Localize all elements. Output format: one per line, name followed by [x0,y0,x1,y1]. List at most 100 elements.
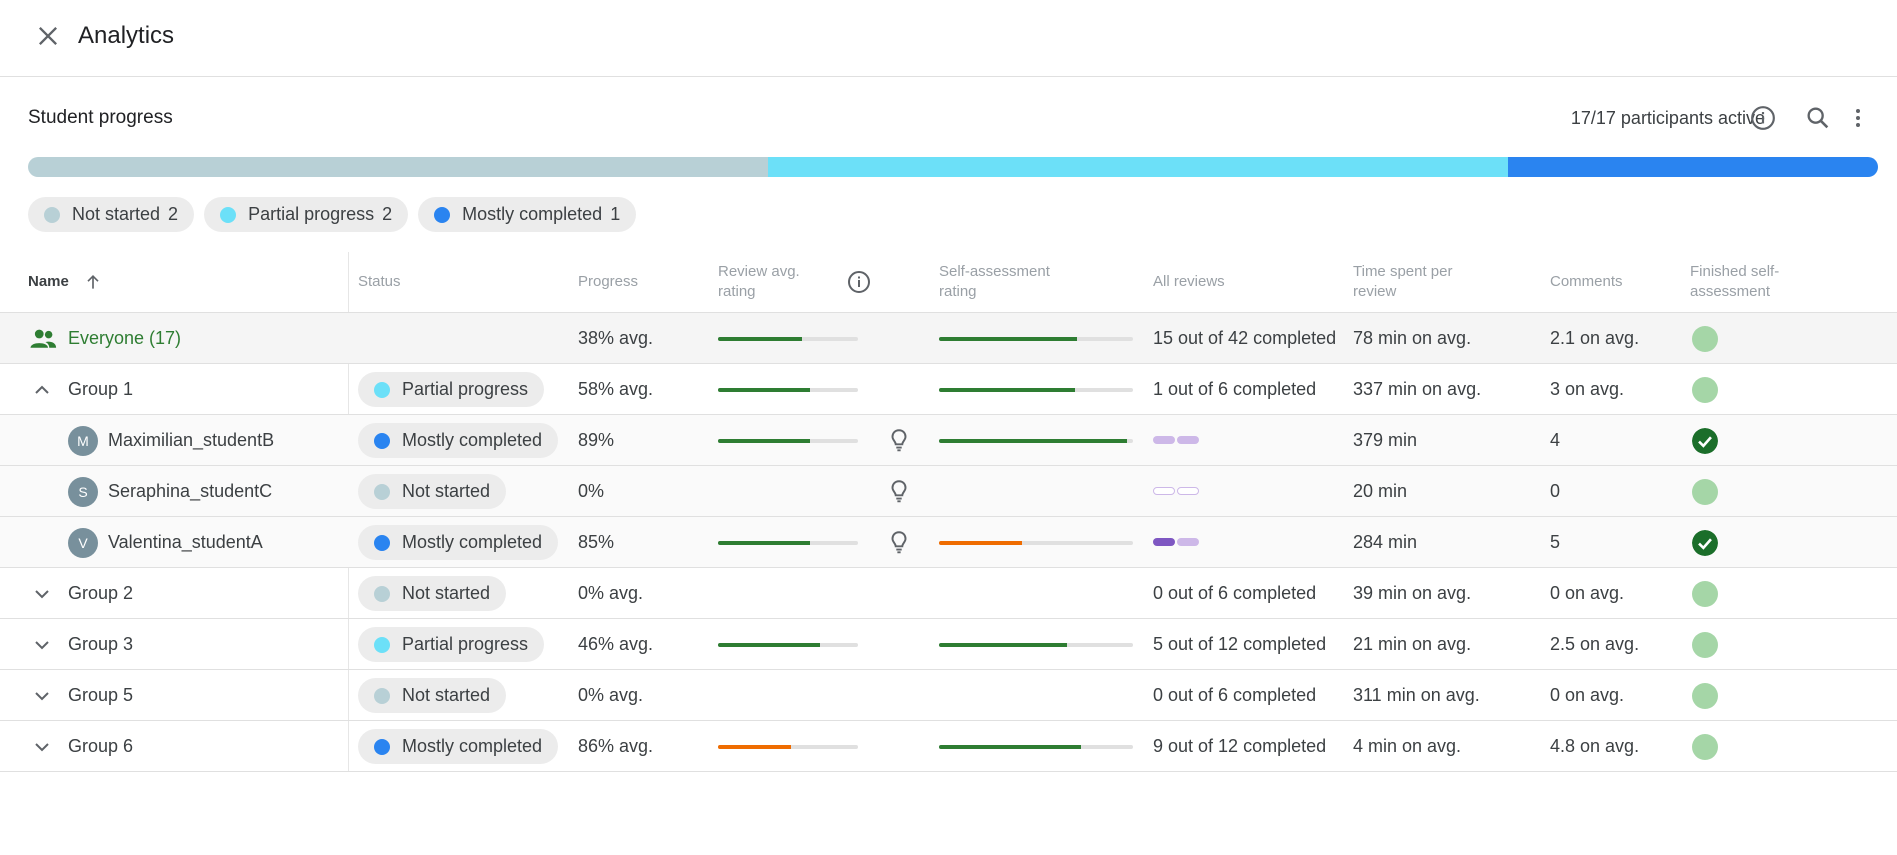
column-header-name-label: Name [28,273,69,290]
review-rating-fill [718,643,821,647]
status-badge: Partial progress [358,627,545,662]
self-assessment-bar [939,745,1133,749]
status-badge: Not started [358,576,507,611]
all-reviews-value: 0 out of 6 completed [1153,685,1317,705]
column-header-progress[interactable]: Progress [578,273,639,290]
status-label: Mostly completed [402,532,543,552]
more-vert-icon[interactable] [1846,104,1870,132]
all-reviews-value: 5 out of 12 completed [1153,634,1327,654]
lightbulb-icon[interactable] [886,427,912,453]
progress-value: 85% [578,532,615,552]
time-spent-value: 20 min [1353,481,1408,501]
review-pill [1177,436,1199,444]
legend-count: 1 [610,204,621,224]
everyone-row[interactable]: Everyone (17) 38% avg. 15 out of 42 comple… [0,313,1897,364]
participants-count: 17/17 participants active [1570,108,1765,128]
column-header-finished[interactable]: Finished self-assessment [1690,263,1780,300]
group-row[interactable]: Group 3 Partial progress 46% avg. 5 out of … [0,619,1897,670]
name-cell: Group 3 [30,619,133,670]
student-row[interactable]: S Seraphina_studentC Not started 0% 20 min 0 [0,466,1897,517]
progress-value: 0% [578,481,605,501]
legend-label: Partial progress [248,204,375,224]
legend-chip[interactable]: Mostly completed 1 [418,197,637,232]
legend-dot [44,206,60,223]
self-assessment-fill [939,745,1081,749]
name-cell: V Valentina_studentA [68,517,263,568]
column-header-self-assessment[interactable]: Self-assessment rating [939,263,1050,300]
status-cell: Not started [358,466,507,517]
group-row[interactable]: Group 5 Not started 0% avg. 0 out of 6 comp… [0,670,1897,721]
search-icon[interactable] [1804,104,1832,132]
progress-value: 46% avg. [578,634,654,654]
student-name[interactable]: Valentina_studentA [108,532,263,552]
top-bar: Analytics [0,0,1897,77]
all-reviews-value: 0 out of 6 completed [1153,583,1317,603]
status-label: Not started [402,481,491,501]
comments-value: 2.5 on avg. [1550,634,1640,654]
lightbulb-icon[interactable] [886,478,912,504]
column-header-all-reviews[interactable]: All reviews [1153,273,1225,290]
progress-table: Name Status Progress Review avg. rating … [0,252,1897,772]
people-icon [30,329,57,348]
comments-value: 0 on avg. [1550,583,1625,603]
self-assessment-fill [939,541,1023,545]
status-label: Partial progress [402,634,529,654]
info-icon[interactable] [1750,105,1776,131]
review-pills [1153,487,1199,495]
all-reviews-value: 1 out of 6 completed [1153,379,1317,399]
legend-chip[interactable]: Partial progress 2 [204,197,409,232]
status-badge: Partial progress [358,372,545,407]
legend-dot [220,206,237,223]
legend-chip[interactable]: Not started 2 [28,197,195,232]
column-header-name[interactable]: Name [28,272,103,292]
table-body: Everyone (17) 38% avg. 15 out of 42 comple… [0,313,1897,772]
name-cell: S Seraphina_studentC [68,466,272,517]
close-icon[interactable] [34,22,62,50]
group-row[interactable]: Group 2 Not started 0% avg. 0 out of 6 comp… [0,568,1897,619]
sort-arrow-up-icon[interactable] [83,272,103,292]
status-label: Mostly completed [402,430,543,450]
column-header-comments[interactable]: Comments [1550,273,1623,290]
pending-circle-icon [1692,734,1718,760]
group-row[interactable]: Group 6 Mostly completed 86% avg. 9 out of … [0,721,1897,772]
column-header-time-spent[interactable]: Time spent per review [1353,263,1453,300]
student-name[interactable]: Maximilian_studentB [108,430,275,450]
pending-circle-icon [1692,683,1718,709]
info-icon[interactable] [847,270,871,294]
pending-circle-icon [1692,326,1718,352]
lightbulb-icon[interactable] [886,529,912,555]
all-reviews-value: 9 out of 12 completed [1153,736,1327,756]
status-cell: Mostly completed [358,415,559,466]
avatar: V [68,527,98,558]
student-name[interactable]: Seraphina_studentC [108,481,273,501]
time-spent-value: 39 min on avg. [1353,583,1472,603]
pending-circle-icon [1692,632,1718,658]
status-badge: Mostly completed [358,729,559,764]
chevron-down-icon[interactable] [30,582,54,606]
progress-value: 86% avg. [578,736,654,756]
chevron-down-icon[interactable] [30,633,54,657]
name-cell: Everyone (17) [28,313,181,364]
legend-count: 2 [382,204,393,224]
column-header-status[interactable]: Status [358,273,401,290]
review-pills [1153,538,1199,546]
group-row[interactable]: Group 1 Partial progress 58% avg. 1 out of … [0,364,1897,415]
progress-value: 89% [578,430,615,450]
time-spent-value: 379 min [1353,430,1418,450]
student-row[interactable]: M Maximilian_studentB Mostly completed 89% 3… [0,415,1897,466]
everyone-label[interactable]: Everyone (17) [68,328,182,348]
review-rating-bar [718,337,858,341]
status-label: Partial progress [402,379,529,399]
self-assessment-bar [939,388,1133,392]
progress-value: 58% avg. [578,379,654,399]
chevron-down-icon[interactable] [30,684,54,708]
status-dot [374,636,390,653]
comments-value: 0 [1550,481,1561,501]
chevron-down-icon[interactable] [30,735,54,759]
student-row[interactable]: V Valentina_studentA Mostly completed 85% 28… [0,517,1897,568]
chevron-up-icon[interactable] [30,378,54,402]
comments-value: 4.8 on avg. [1550,736,1640,756]
column-header-review-avg[interactable]: Review avg. rating [718,263,800,300]
group-name: Group 2 [68,583,134,603]
avatar: S [68,476,98,507]
